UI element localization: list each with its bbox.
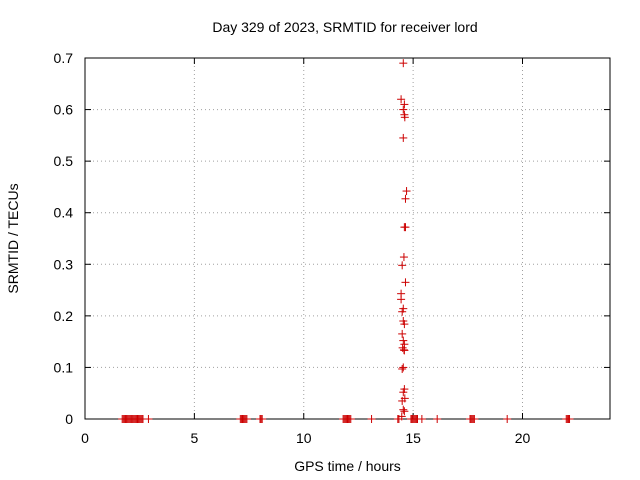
- data-point: [401, 223, 410, 232]
- data-point: [367, 415, 376, 423]
- data-point: [400, 113, 409, 122]
- plot-frame: [84, 57, 611, 420]
- data-point: [503, 415, 512, 423]
- data-point: [144, 415, 153, 423]
- y-tick-label: 0.4: [54, 205, 74, 221]
- data-point: [400, 346, 409, 355]
- data-point: [400, 407, 409, 416]
- data-point: [400, 320, 409, 329]
- data-point: [399, 336, 408, 345]
- y-axis-label: SRMTID / TECUs: [5, 183, 21, 293]
- data-point: [399, 405, 408, 414]
- data-point: [398, 261, 407, 270]
- data-point: [397, 295, 406, 304]
- data-point: [399, 105, 408, 114]
- x-axis-label: GPS time / hours: [294, 458, 401, 474]
- data-point: [399, 388, 408, 397]
- data-point: [401, 194, 410, 203]
- data-points: [118, 59, 574, 423]
- data-point: [397, 412, 406, 421]
- data-point: [398, 396, 407, 405]
- x-tick-label: 5: [190, 430, 198, 446]
- data-point: [398, 329, 407, 338]
- data-point: [346, 415, 355, 423]
- data-point: [470, 415, 479, 423]
- chart-title: Day 329 of 2023, SRMTID for receiver lor…: [212, 19, 477, 35]
- data-point: [400, 100, 409, 109]
- x-tick-label: 10: [296, 430, 312, 446]
- data-point: [565, 415, 574, 423]
- data-point: [399, 253, 408, 262]
- data-point: [258, 415, 267, 423]
- data-point: [417, 415, 426, 423]
- data-point: [399, 133, 408, 142]
- y-tick-label: 0.3: [54, 256, 74, 272]
- data-point: [242, 415, 251, 423]
- y-tick-label: 0.2: [54, 308, 74, 324]
- y-tick-label: 0.1: [54, 359, 74, 375]
- x-tick-label: 0: [81, 430, 89, 446]
- y-tick-label: 0: [65, 411, 73, 427]
- data-point: [398, 364, 407, 373]
- grid-lines: [85, 58, 610, 419]
- data-point: [399, 59, 408, 68]
- x-tick-label: 20: [515, 430, 531, 446]
- y-tick-label: 0.7: [54, 50, 74, 66]
- data-point: [401, 278, 410, 287]
- data-point: [433, 415, 442, 423]
- data-point: [398, 307, 407, 316]
- data-point: [402, 187, 411, 196]
- data-point: [399, 363, 408, 372]
- data-point: [397, 95, 406, 104]
- y-tick-label: 0.5: [54, 153, 74, 169]
- y-tick-label: 0.6: [54, 102, 74, 118]
- x-tick-label: 15: [405, 430, 421, 446]
